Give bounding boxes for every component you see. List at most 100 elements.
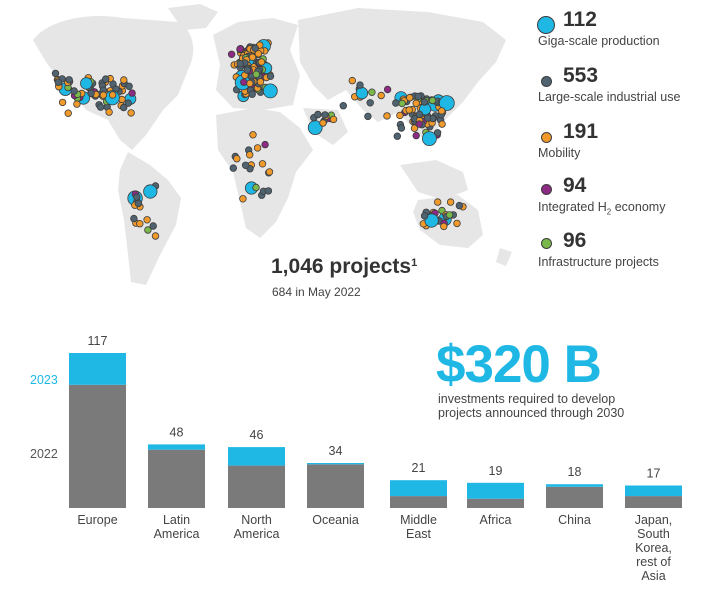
bar-2022-4	[390, 496, 447, 508]
project-marker-large	[433, 129, 442, 137]
project-marker-large	[130, 214, 138, 223]
project-marker-infrastructure	[252, 183, 260, 192]
bar-total-label: 18	[568, 465, 582, 479]
bar-total-label: 17	[647, 467, 661, 481]
project-marker-mobility	[383, 112, 391, 120]
project-marker-mobility	[73, 100, 81, 108]
bar-2023-0	[69, 353, 126, 385]
project-marker-infrastructure	[398, 99, 406, 108]
project-marker-large	[101, 75, 110, 83]
landmass-region	[298, 8, 506, 142]
project-marker-mobility	[434, 198, 442, 206]
legend-label: Large-scale industrial use	[538, 90, 681, 104]
project-total: 1,046 projects1	[271, 255, 417, 279]
project-marker-giga	[421, 131, 437, 147]
bar-2022-6	[546, 486, 603, 508]
project-marker-large	[65, 76, 73, 84]
map-landmass	[33, 4, 512, 285]
project-marker-large	[236, 60, 244, 68]
project-marker-mobility	[405, 106, 413, 114]
project-marker-integrated	[128, 89, 136, 97]
bar-2022-2	[228, 465, 285, 508]
project-marker-large	[133, 193, 141, 201]
project-marker-large	[241, 161, 250, 169]
project-marker-large	[124, 99, 132, 107]
bar-2023-6	[546, 484, 603, 487]
landmass-region	[400, 160, 468, 200]
giga-scale-marker-icon	[537, 16, 555, 34]
category-label: Middle East	[400, 513, 437, 541]
project-marker-integrated	[412, 131, 420, 140]
large-scale-marker-icon	[541, 76, 552, 87]
project-marker-mobility	[120, 76, 128, 84]
project-marker-large	[321, 111, 329, 119]
bar-2023-1	[148, 444, 205, 450]
project-marker-mobility	[99, 91, 108, 99]
project-marker-infrastructure	[368, 88, 376, 96]
project-marker-mobility	[245, 151, 254, 159]
project-marker-mobility	[410, 124, 419, 132]
bar-2022-5	[467, 498, 524, 508]
project-marker-integrated	[227, 50, 236, 58]
project-marker-large	[393, 132, 401, 140]
map-markers	[51, 39, 467, 240]
project-marker-mobility	[105, 108, 113, 116]
project-marker-mobility	[446, 198, 455, 206]
bar-2023-5	[467, 482, 524, 499]
bar-total-label: 19	[489, 464, 503, 478]
project-marker-infrastructure	[144, 226, 152, 234]
project-marker-mobility	[258, 160, 267, 168]
bar-2023-4	[390, 480, 447, 497]
project-marker-mobility	[143, 216, 151, 224]
category-label: Latin America	[154, 513, 200, 541]
bar-2023-2	[228, 447, 285, 466]
bar-total-label: 48	[170, 425, 184, 439]
project-marker-giga	[424, 213, 439, 228]
project-marker-infrastructure	[445, 211, 454, 219]
project-marker-giga	[262, 83, 278, 99]
project-marker-large	[125, 82, 133, 90]
landmass-region	[496, 248, 512, 266]
project-marker-mobility	[438, 120, 446, 128]
project-marker-giga	[143, 184, 158, 199]
project-marker-large	[264, 187, 273, 195]
project-marker-integrated	[383, 85, 392, 94]
project-marker-mobility	[233, 154, 241, 163]
project-marker-mobility	[64, 109, 72, 117]
legend-count: 96	[563, 229, 587, 252]
project-marker-mobility	[249, 131, 257, 139]
project-marker-large	[420, 212, 429, 220]
project-marker-large	[366, 99, 374, 107]
infrastructure-marker-icon	[541, 238, 552, 249]
category-label: Oceania	[312, 513, 359, 527]
investment-bar-chart: 117 Europe 48 Latin America 46 North America 34 O…	[69, 334, 682, 583]
project-marker-large	[54, 78, 63, 86]
project-marker-large	[414, 92, 422, 101]
category-label: Africa	[480, 513, 512, 527]
category-label: Europe	[77, 513, 117, 527]
project-marker-giga	[438, 95, 455, 111]
project-marker-large	[392, 99, 400, 107]
bar-2023-7	[625, 485, 682, 497]
project-marker-large	[243, 66, 251, 74]
bar-2022-3	[307, 464, 364, 508]
category-label: China	[558, 513, 591, 527]
project-marker-large	[314, 110, 322, 119]
project-marker-large	[415, 110, 424, 119]
project-marker-infrastructure	[252, 70, 260, 78]
project-marker-large	[251, 44, 259, 52]
project-marker-mobility	[254, 50, 263, 58]
category-label: North America	[234, 513, 280, 541]
project-marker-integrated	[261, 140, 269, 149]
project-marker-large	[70, 87, 78, 95]
project-marker-giga	[80, 77, 93, 90]
project-marker-mobility	[239, 195, 247, 203]
bar-2022-0	[69, 384, 126, 508]
project-marker-large	[266, 72, 275, 80]
project-marker-mobility	[265, 168, 274, 176]
project-marker-mobility	[136, 219, 144, 228]
project-marker-integrated	[236, 45, 244, 53]
project-marker-mobility	[406, 93, 414, 102]
project-marker-mobility	[58, 98, 67, 107]
investment-caption: investments required to develop projects…	[438, 392, 625, 420]
